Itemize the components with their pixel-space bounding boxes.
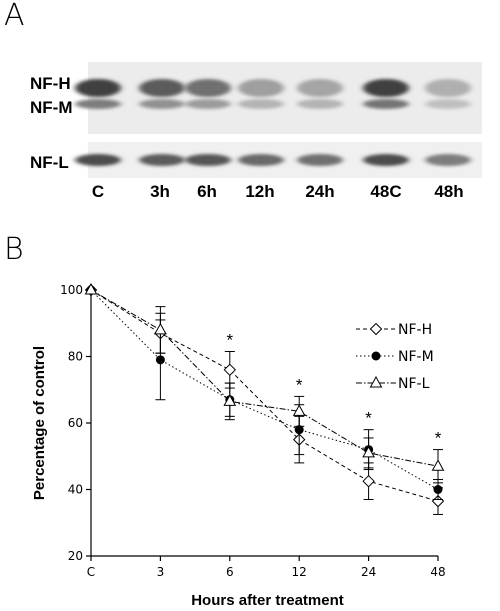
blot-band-nf-m-1 [139,99,185,109]
band-label-nf-l: NF-L [30,153,69,172]
y-tick-label: 100 [60,283,83,297]
x-tick-label: 48 [430,565,445,579]
y-axis-title: Percentage of control [31,346,48,500]
data-point [294,425,304,435]
series-nf-h [84,283,445,515]
blot-band-nf-h-6 [425,79,471,97]
data-point [155,355,165,365]
blot-band-nf-l-5 [363,154,409,166]
blot-band-nf-m-5 [363,99,409,109]
legend-marker [369,375,383,388]
lane-label: 6h [197,182,217,201]
blot-band-nf-h-2 [185,79,231,97]
legend: NF-H NF-M NF-L [356,322,434,392]
data-point [84,282,98,295]
blot-band-nf-l-6 [425,154,471,166]
panel-label-b: B [4,232,24,267]
line-chart: 20 40 60 80 100 C 3 6 12 24 48 Hours after treatmen… [31,282,446,609]
series-line [90,289,439,502]
legend-marker [371,351,381,361]
x-tick-label: C [87,565,95,579]
legend-label: NF-L [398,376,430,392]
blot-band-nf-m-6 [425,99,471,109]
data-point [223,394,237,406]
y-tick-label: 40 [68,483,83,497]
blot-band-nf-m-4 [297,99,343,109]
data-point [223,363,237,377]
data-point [431,459,445,471]
blot-band-nf-h-1 [139,79,185,97]
series-line [90,289,439,467]
blot-band-nf-h-0 [75,79,121,97]
legend-label: NF-M [398,349,434,365]
blot-band-nf-m-0 [75,99,121,109]
significance-marker: * [365,409,372,428]
significance-marker: * [226,331,233,350]
data-point [154,322,167,335]
blot-band-nf-h-5 [363,79,409,97]
blot-band-nf-l-3 [238,154,284,166]
lane-label: 24h [305,182,334,201]
blot-band-nf-m-2 [185,99,231,109]
blot-band-nf-m-3 [238,99,284,109]
blot-band-nf-l-4 [297,154,343,166]
western-blot: NF-H NF-M NF-L C 3h 6h 12h 24h 48C 48h [30,62,482,201]
lane-label: 48h [434,182,463,201]
blot-band-nf-l-2 [185,154,231,166]
x-tick-label: 24 [361,565,376,579]
legend-label: NF-H [398,322,432,338]
lane-label: 48C [370,182,401,201]
data-point [292,404,306,416]
blot-band-nf-l-0 [75,154,121,166]
y-tick-label: 60 [68,416,83,430]
y-tick-label: 80 [68,350,83,364]
x-axis-title: Hours after treatment [191,592,344,609]
data-point [433,485,443,494]
band-label-nf-m: NF-M [30,98,72,117]
series-nf-m [86,285,443,500]
x-tick-label: 6 [226,565,234,579]
series-line [90,289,439,490]
series-nf-l [84,282,445,484]
lane-label: 12h [245,182,274,201]
lane-label: 3h [150,182,170,201]
significance-marker: * [296,375,303,394]
significance-marker: * [435,429,442,448]
x-tick-label: 12 [292,565,307,579]
legend-marker [369,322,383,336]
blot-band-nf-h-3 [238,79,284,97]
blot-band-nf-l-1 [139,154,185,166]
band-label-nf-h: NF-H [30,74,71,93]
data-point [362,474,375,488]
lane-label: C [92,182,104,201]
y-tick-label: 20 [68,549,83,563]
x-tick-label: 3 [157,565,165,579]
panel-label-a: A [4,0,25,33]
upper-membrane [88,62,482,134]
blot-band-nf-h-4 [297,79,343,97]
data-point [362,445,375,458]
